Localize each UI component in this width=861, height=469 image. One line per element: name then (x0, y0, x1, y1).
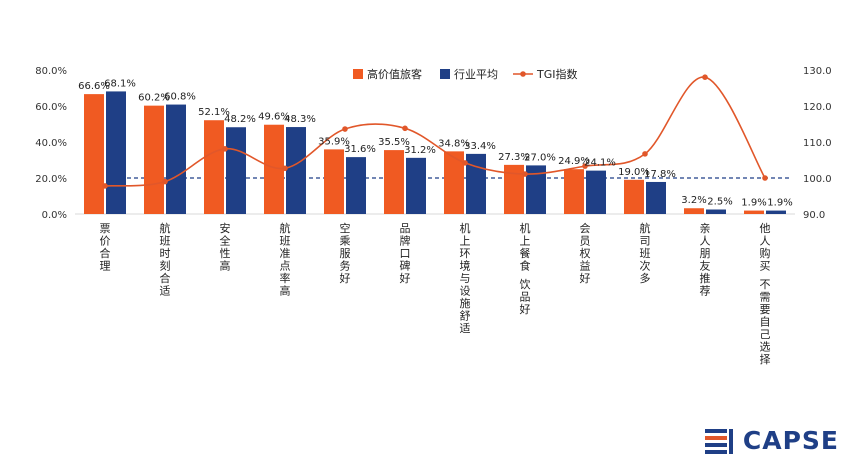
category-label: 会员权益好 (580, 222, 591, 285)
tgi-point (222, 146, 228, 152)
left-axis-tick: 0.0% (42, 210, 67, 221)
category-label: 航班时刻合适 (160, 221, 171, 298)
bar-label-industry-average: 33.4% (464, 141, 496, 152)
bar-label-high-value: 19.0% (618, 167, 650, 178)
right-axis-tick: 100.0 (803, 174, 832, 185)
bar-industry-average (646, 181, 666, 214)
bar-label-high-value: 1.9% (741, 198, 766, 209)
tgi-point (702, 74, 708, 80)
tgi-point (522, 171, 528, 177)
bar-high-value (684, 208, 704, 214)
bar-industry-average (526, 165, 546, 214)
bar-industry-average (406, 157, 426, 214)
category-label: 机上餐食 饮品好 (520, 221, 531, 316)
tgi-point (342, 126, 348, 132)
bar-industry-average (286, 127, 306, 214)
bar-label-industry-average: 60.8% (164, 92, 196, 103)
bar-high-value (204, 120, 224, 214)
bar-high-value (504, 164, 524, 214)
legend-label: 高价值旅客 (367, 67, 422, 81)
capse-logo-icon (704, 428, 733, 454)
bar-label-high-value: 66.6% (78, 81, 110, 92)
category-label: 他人购买 不需要自己选择 (760, 222, 771, 366)
bar-label-high-value: 60.2% (138, 93, 170, 104)
legend: 高价值旅客 行业平均 TGI指数 (353, 67, 578, 81)
category-label: 空乘服务好 (340, 221, 351, 285)
bar-label-high-value: 27.3% (498, 152, 530, 163)
bar-industry-average (106, 91, 126, 214)
tgi-point (402, 125, 408, 132)
bar-label-industry-average: 68.1% (104, 78, 136, 89)
tgi-point (762, 175, 768, 181)
right-axis-tick: 120.0 (803, 102, 832, 113)
left-axis-tick: 80.0% (35, 66, 67, 77)
category-label: 票价合理 (100, 222, 111, 273)
bar-label-industry-average: 1.9% (767, 198, 792, 209)
right-axis-tick: 90.0 (803, 210, 825, 221)
capse-logo-text: CAPSE (742, 426, 839, 455)
legend-label: 行业平均 (454, 68, 498, 81)
tgi-point (582, 163, 588, 169)
bar-label-industry-average: 31.2% (404, 145, 436, 156)
category-labels: 票价合理 航班时刻合适 安全性高 航班准点率高 空乘服务好 品牌口碑好 机上环境与设施舒适 机… (100, 221, 771, 366)
right-axis: 90.0 100.0 110.0 120.0 130.0 (803, 66, 832, 221)
bar-label-high-value: 52.1% (198, 107, 230, 118)
category-label: 安全性高 (220, 221, 231, 273)
tgi-point (462, 160, 468, 166)
category-label: 航司班次多 (640, 221, 651, 285)
bar-label-high-value: 3.2% (681, 195, 706, 206)
bar-label-industry-average: 17.8% (644, 169, 676, 180)
bar-industry-average (346, 157, 366, 214)
bar-industry-average (226, 127, 246, 214)
bar-industry-average (166, 104, 186, 214)
bar-industry-average (706, 209, 726, 214)
category-label: 机上环境与设施舒适 (460, 221, 471, 335)
bar-high-value (264, 124, 284, 214)
bar-industry-average (586, 170, 606, 214)
bar-high-value (144, 105, 164, 214)
legend-swatch (440, 69, 450, 79)
bar-label-high-value: 24.9% (558, 156, 590, 167)
bar-high-value (624, 179, 644, 214)
bar-high-value (744, 210, 764, 214)
legend-label: TGI指数 (536, 67, 578, 81)
bars (84, 91, 790, 214)
bar-industry-average (466, 153, 486, 214)
tgi-point (282, 165, 288, 172)
bar-label-industry-average: 27.0% (524, 152, 556, 163)
bar-label-industry-average: 48.3% (284, 114, 316, 125)
left-axis-tick: 60.0% (35, 102, 67, 113)
bar-label-industry-average: 48.2% (224, 114, 256, 125)
bar-high-value (324, 149, 344, 214)
left-axis-tick: 20.0% (35, 174, 67, 185)
bar-label-high-value: 35.9% (318, 136, 350, 147)
legend-line-marker (520, 71, 526, 77)
left-axis-tick: 40.0% (35, 138, 67, 149)
bar-label-industry-average: 31.6% (344, 144, 376, 155)
bar-label-high-value: 34.8% (438, 138, 470, 149)
right-axis-tick: 110.0 (803, 138, 832, 149)
bar-high-value (564, 169, 584, 214)
bar-label-high-value: 35.5% (378, 137, 410, 148)
bar-high-value (444, 151, 464, 214)
category-label: 航班准点率高 (280, 221, 291, 298)
capse-logo: CAPSE (704, 426, 839, 455)
tgi-point (162, 178, 168, 185)
bar-industry-average (766, 210, 786, 214)
left-axis: 0.0% 20.0% 40.0% 60.0% 80.0% (35, 66, 795, 221)
tgi-line-layer (102, 74, 768, 189)
bar-high-value (384, 150, 404, 214)
bar-label-industry-average: 24.1% (584, 158, 616, 169)
category-label: 亲人朋友推荐 (700, 221, 711, 298)
bar-label-high-value: 49.6% (258, 112, 290, 123)
category-label: 品牌口碑好 (400, 222, 411, 285)
tgi-point (642, 151, 648, 157)
bar-labels: 66.6%68.1%60.2%60.8%52.1%48.2% 49.6%48.3%… (78, 78, 793, 208)
tgi-point (102, 183, 108, 189)
legend-swatch (353, 69, 363, 79)
bar-label-industry-average: 2.5% (707, 197, 732, 208)
bar-high-value (84, 94, 104, 214)
right-axis-tick: 130.0 (803, 66, 832, 77)
